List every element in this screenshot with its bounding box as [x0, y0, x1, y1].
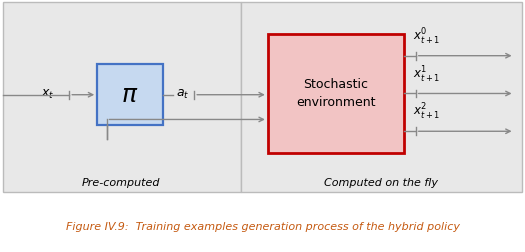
FancyBboxPatch shape: [97, 64, 163, 125]
FancyBboxPatch shape: [268, 35, 404, 152]
FancyBboxPatch shape: [242, 3, 522, 192]
Text: Computed on the fly: Computed on the fly: [323, 178, 438, 188]
FancyBboxPatch shape: [3, 3, 242, 192]
Text: Pre-computed: Pre-computed: [81, 178, 160, 188]
Text: $x_t$: $x_t$: [40, 88, 54, 101]
Text: $x_{t+1}^{2}$: $x_{t+1}^{2}$: [413, 102, 440, 122]
Text: $\pi$: $\pi$: [121, 83, 139, 107]
Text: Stochastic
environment: Stochastic environment: [296, 78, 376, 109]
Text: $x_{t+1}^{1}$: $x_{t+1}^{1}$: [413, 65, 440, 85]
Text: $a_t$: $a_t$: [176, 88, 190, 101]
Text: $x_{t+1}^{0}$: $x_{t+1}^{0}$: [413, 27, 440, 47]
Text: Figure IV.9:  Training examples generation process of the hybrid policy: Figure IV.9: Training examples generatio…: [66, 222, 459, 232]
